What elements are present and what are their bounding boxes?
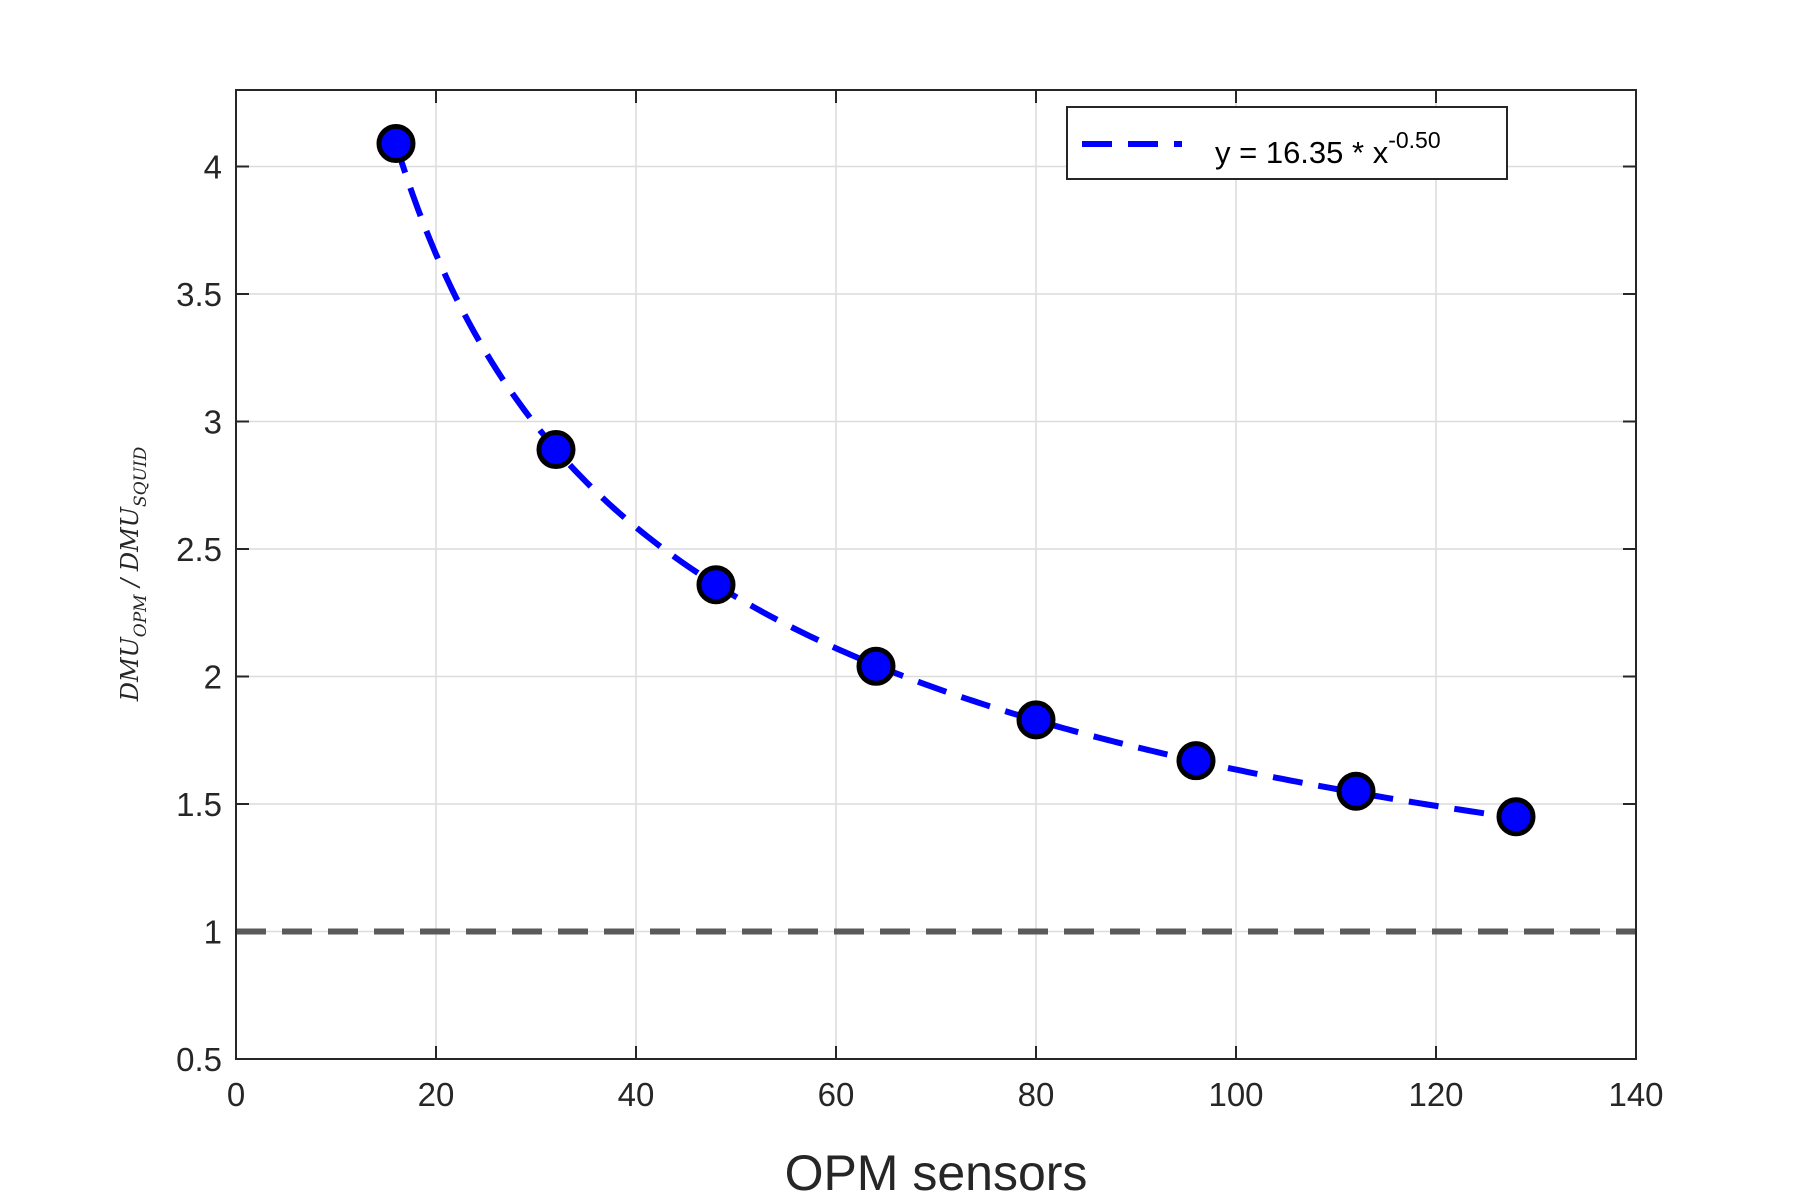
y-label-numerator-subscript: OPM: [131, 594, 151, 637]
y-label-denominator-subscript: SQUID: [131, 446, 151, 507]
y-label-denominator: DMU: [116, 506, 144, 572]
y-tick-label: 4: [204, 149, 222, 186]
y-tick-labels: 0.5 1 1.5 2 2.5 3 3.5 4: [176, 149, 222, 1079]
axis-ticks: [235, 90, 1637, 1060]
y-tick-label: 0.5: [176, 1041, 222, 1078]
data-points: [376, 124, 1536, 837]
x-axis-label: OPM sensors: [785, 1145, 1088, 1200]
legend-fit-label: y = 16.35 * x-0.50: [1215, 127, 1441, 170]
data-point: [1496, 797, 1536, 837]
fit-curve-layer: [393, 143, 1517, 821]
data-point: [696, 565, 736, 605]
grid-lines: [235, 90, 1637, 1060]
x-tick-label: 40: [618, 1076, 655, 1113]
x-tick-label: 60: [818, 1076, 855, 1113]
plot-area-frame: [235, 89, 1637, 1060]
y-label-numerator: DMU: [116, 636, 144, 702]
y-tick-label: 2.5: [176, 531, 222, 568]
x-tick-label: 100: [1208, 1076, 1263, 1113]
y-tick-label: 3.5: [176, 276, 222, 313]
legend-fit-equation: y = 16.35 * x: [1215, 135, 1389, 170]
x-tick-label: 140: [1608, 1076, 1663, 1113]
x-tick-labels: 0 20 40 60 80 100 120 140: [227, 1076, 1664, 1113]
y-tick-label: 1: [204, 914, 222, 951]
data-point: [1176, 741, 1216, 781]
y-axis-label: DMUOPM / DMUSQUID: [116, 446, 151, 702]
y-tick-label: 2: [204, 659, 222, 696]
y-tick-label: 3: [204, 404, 222, 441]
y-tick-label: 1.5: [176, 786, 222, 823]
fit-curve: [393, 143, 1517, 821]
x-tick-label: 80: [1018, 1076, 1055, 1113]
data-point: [856, 646, 896, 686]
data-point: [1016, 700, 1056, 740]
legend: y = 16.35 * x-0.50: [1066, 106, 1508, 180]
y-label-separator: /: [116, 571, 144, 594]
data-point: [1336, 771, 1376, 811]
data-point: [536, 430, 576, 470]
data-point: [376, 124, 416, 164]
x-tick-label: 20: [418, 1076, 455, 1113]
legend-fit-exponent: -0.50: [1388, 127, 1440, 153]
x-tick-label: 120: [1408, 1076, 1463, 1113]
x-tick-label: 0: [227, 1076, 245, 1113]
